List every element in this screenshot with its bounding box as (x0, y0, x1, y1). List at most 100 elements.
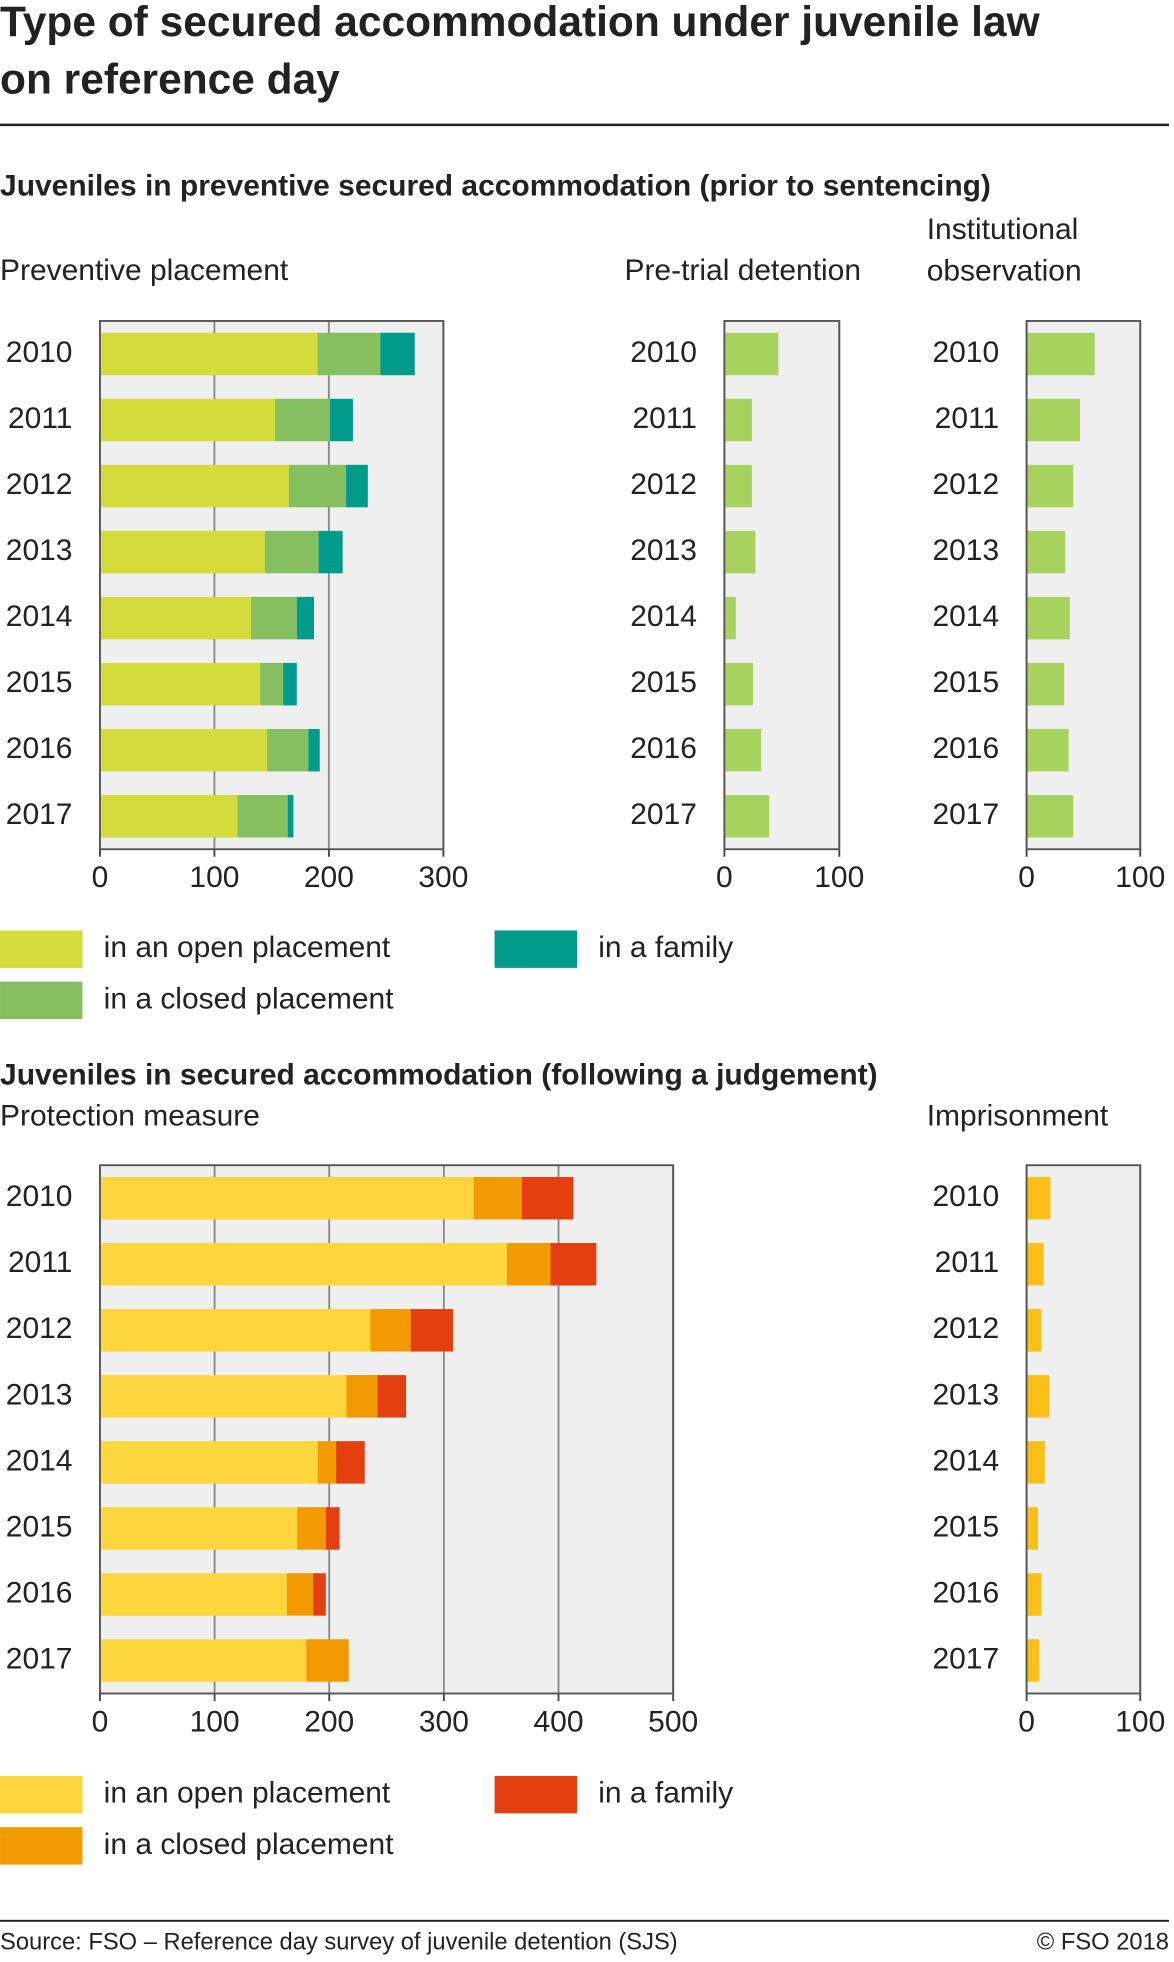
legend-label: in a family (598, 931, 733, 964)
legend-label: in a closed placement (104, 982, 395, 1015)
chart-title: Preventive placement (0, 254, 289, 287)
y-tick-label: 2017 (932, 798, 999, 831)
bar (550, 1243, 597, 1286)
bar (99, 530, 265, 574)
y-tick-label: 2012 (932, 1312, 999, 1345)
bar (1026, 1639, 1040, 1682)
y-tick-label: 2014 (630, 600, 697, 633)
bar (318, 530, 343, 574)
bar (724, 794, 770, 838)
bar (1026, 398, 1081, 442)
bar (330, 398, 353, 442)
plot-border (1025, 1164, 1142, 1695)
bar (724, 596, 736, 640)
bar (346, 464, 368, 508)
bar (1026, 332, 1095, 376)
x-tick-label: 0 (1018, 861, 1035, 894)
bar (99, 1639, 307, 1682)
y-tick-label: 2017 (932, 1642, 999, 1675)
bar (275, 398, 331, 442)
copyright: © FSO 2018 (1037, 1930, 1169, 1956)
bar (724, 398, 752, 442)
y-tick-label: 2016 (6, 732, 73, 765)
y-tick-label: 2011 (935, 1246, 999, 1279)
chart-title: Protection measure (0, 1100, 260, 1133)
bar (99, 596, 252, 640)
bar (99, 1375, 347, 1418)
bar (283, 662, 297, 706)
y-tick-label: 2016 (932, 732, 999, 765)
x-tick-label: 100 (1115, 1705, 1165, 1738)
x-tick-label: 300 (419, 1705, 469, 1738)
y-tick-label: 2013 (932, 534, 999, 567)
bar (308, 728, 320, 772)
legend-label: in a closed placement (104, 1828, 395, 1861)
bar (1026, 596, 1070, 640)
legend-label: in a family (598, 1777, 733, 1810)
x-tick-label: 100 (1115, 861, 1165, 894)
page-title: Type of secured accommodation under juve… (0, 0, 1041, 103)
y-tick-label: 2010 (932, 1180, 999, 1213)
bar (1026, 530, 1066, 574)
x-tick-label: 100 (189, 861, 239, 894)
bar (1026, 1375, 1050, 1418)
y-tick-label: 2016 (6, 1576, 73, 1609)
plot-border (98, 1164, 675, 1695)
bar (1026, 1243, 1044, 1286)
x-tick-label: 0 (92, 861, 109, 894)
y-tick-label: 2016 (630, 732, 697, 765)
plot-area (1026, 1165, 1141, 1694)
bar (521, 1176, 574, 1220)
bar (1026, 1507, 1038, 1550)
y-tick-label: 2010 (6, 336, 73, 369)
legend-label: in an open placement (104, 1777, 391, 1810)
bar (267, 728, 309, 772)
plot-border (723, 320, 841, 851)
bar (506, 1243, 551, 1286)
bar (313, 1573, 326, 1616)
bar (325, 1507, 340, 1550)
bar (99, 1309, 371, 1352)
y-tick-label: 2010 (630, 336, 697, 369)
bar (297, 1507, 326, 1550)
y-tick-label: 2011 (632, 402, 696, 435)
bar (99, 794, 238, 838)
x-tick-label: 500 (648, 1705, 698, 1738)
bar (1026, 1176, 1051, 1220)
legend-swatch (0, 1775, 83, 1814)
y-tick-label: 2012 (6, 468, 73, 501)
bar (1026, 1309, 1042, 1352)
bar (286, 1573, 314, 1616)
legend-swatch (494, 930, 578, 968)
bar (317, 332, 381, 376)
bar (377, 1375, 407, 1418)
bar (99, 464, 289, 508)
bar (346, 1375, 378, 1418)
legend-swatch (0, 930, 83, 968)
bar (296, 596, 315, 640)
bar (1026, 464, 1074, 508)
x-tick-label: 0 (716, 861, 733, 894)
x-tick-label: 400 (534, 1705, 584, 1738)
y-tick-label: 2012 (932, 468, 999, 501)
y-tick-label: 2015 (932, 666, 999, 699)
bar (99, 728, 268, 772)
chart-title: Pre-trial detention (624, 254, 861, 287)
legend-label: in an open placement (104, 931, 391, 964)
y-tick-label: 2015 (932, 1510, 999, 1543)
bar (1026, 1573, 1042, 1616)
x-tick-label: 200 (304, 861, 354, 894)
x-tick-label: 300 (418, 861, 468, 894)
bar (99, 332, 318, 376)
plot-border (1025, 320, 1142, 851)
bar (1026, 1441, 1045, 1484)
section-heading: Juveniles in preventive secured accommod… (0, 169, 991, 202)
y-tick-label: 2015 (630, 666, 697, 699)
bar (260, 662, 284, 706)
section-heading: Juveniles in secured accommodation (foll… (0, 1058, 878, 1091)
bar (99, 398, 276, 442)
bar (99, 662, 261, 706)
bar (306, 1639, 349, 1682)
y-tick-label: 2015 (6, 1510, 73, 1543)
legend-swatch (0, 981, 83, 1020)
